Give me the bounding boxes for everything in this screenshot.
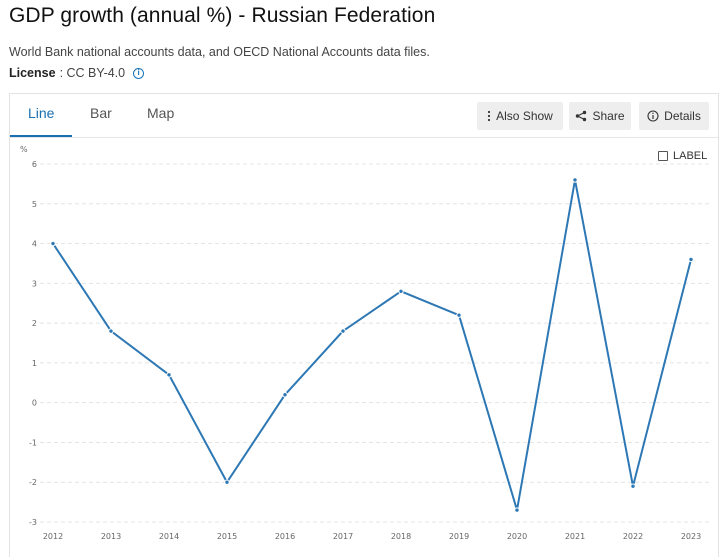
x-tick-label: 2022 [623,532,643,541]
x-tick-label: 2020 [507,532,527,541]
y-tick-label: -3 [29,518,37,527]
label-toggle[interactable]: LABEL [658,150,707,162]
y-tick-label: 6 [32,160,37,169]
data-point [340,328,346,334]
x-tick-label: 2015 [217,532,237,541]
x-tick-label: 2014 [159,532,179,541]
y-tick-label: -2 [29,478,37,487]
x-tick-label: 2021 [565,532,585,541]
data-point [166,372,172,378]
y-axis-label: % [20,145,28,154]
x-tick-label: 2016 [275,532,295,541]
label-checkbox[interactable] [658,151,668,161]
y-tick-label: 5 [32,200,37,209]
details-label: Details [664,109,701,123]
data-point [514,507,520,513]
source-note: World Bank national accounts data, and O… [9,45,430,59]
share-button[interactable]: Share [569,102,631,130]
share-icon [576,110,587,122]
data-point [108,328,114,334]
license-label: License [9,66,56,80]
tab-map[interactable]: Map [147,105,175,121]
license-line: License : CC BY-4.0 i [9,66,145,80]
data-point [456,312,462,318]
active-tab-indicator [10,135,72,137]
y-tick-label: 2 [32,319,37,328]
share-label: Share [592,109,625,123]
x-tick-label: 2013 [101,532,121,541]
data-point [224,479,230,485]
x-tick-label: 2018 [391,532,411,541]
data-point [282,392,288,398]
data-point [688,256,694,263]
chart-panel: % -3 -2 -1 0 1 2 3 4 5 6 2012 2013 2014 2015 2016 2017 20… [9,93,719,557]
more-vertical-icon [488,110,491,122]
chart-type-tabs: Line Bar Map Also Show Share Details [10,94,718,138]
y-tick-label: -1 [29,438,37,447]
y-tick-label: 1 [32,359,37,368]
also-show-button[interactable]: Also Show [477,102,563,130]
data-point [630,483,636,489]
tab-bar[interactable]: Bar [90,105,112,121]
line-chart: % -3 -2 -1 0 1 2 3 4 5 6 2012 2013 2014 2015 2016 2017 20… [20,145,712,541]
y-tick-label: 0 [32,399,37,408]
x-tick-label: 2019 [449,532,469,541]
data-point [398,288,404,294]
x-tick-label: 2012 [43,532,63,541]
page-title: GDP growth (annual %) - Russian Federati… [9,4,436,27]
license-value: : CC BY-4.0 [59,66,126,80]
label-toggle-text: LABEL [673,150,708,162]
x-tick-label: 2017 [333,532,353,541]
series-line [52,178,692,512]
y-tick-label: 3 [32,279,37,288]
details-button[interactable]: Details [639,102,709,130]
tab-line[interactable]: Line [28,105,55,121]
data-point [572,177,578,183]
data-point [50,240,56,247]
info-circle-icon [647,110,659,122]
info-icon[interactable]: i [133,67,145,79]
y-tick-label: 4 [32,240,37,249]
also-show-label: Also Show [496,109,553,123]
x-tick-label: 2023 [681,532,701,541]
